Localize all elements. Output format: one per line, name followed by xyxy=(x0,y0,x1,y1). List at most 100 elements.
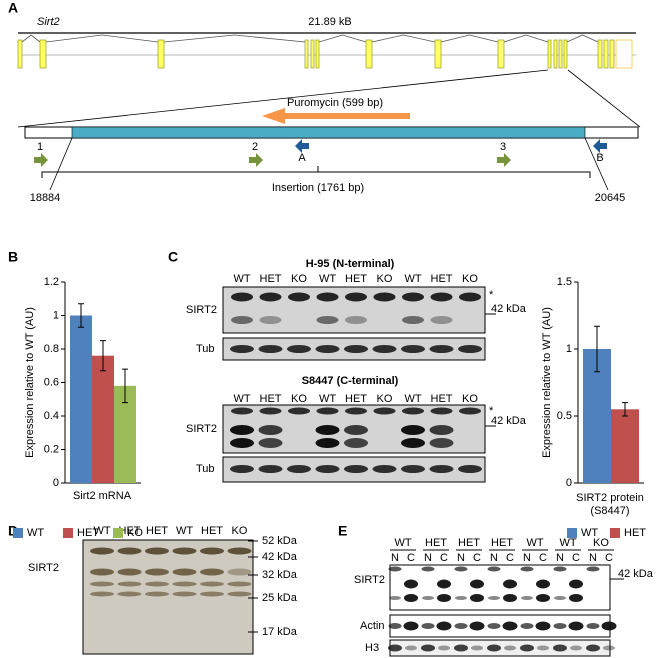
lane-label: WT xyxy=(233,273,250,285)
band xyxy=(429,465,454,473)
band xyxy=(430,407,453,415)
insertion-box xyxy=(71,126,586,139)
band xyxy=(388,623,402,629)
intron xyxy=(318,34,367,43)
band xyxy=(454,566,468,572)
band xyxy=(389,596,401,600)
x-tick-label: Sirt2 mRNA xyxy=(72,490,132,502)
lane-label: HET xyxy=(491,537,513,549)
band xyxy=(488,596,500,600)
panel-label: E xyxy=(338,523,347,539)
band xyxy=(388,566,402,572)
primer-label: 2 xyxy=(252,141,258,153)
band xyxy=(459,407,481,415)
bar xyxy=(114,385,136,483)
lane-label: KO xyxy=(593,537,609,549)
y-axis-label: Expression relative to WT (AU) xyxy=(541,307,553,458)
exon xyxy=(563,39,568,69)
band xyxy=(145,568,169,576)
band xyxy=(569,594,583,602)
legend-swatch xyxy=(113,528,123,538)
band xyxy=(586,644,600,652)
antibody-label: S8447 (C-terminal) xyxy=(302,375,399,387)
lane-label: KO xyxy=(462,273,478,285)
lane-label: WT xyxy=(319,393,336,405)
fraction-label: N xyxy=(457,552,465,564)
lane-label: KO xyxy=(291,273,307,285)
band xyxy=(421,623,435,629)
size-marker: 32 kDa xyxy=(262,569,298,581)
primer-label: 1 xyxy=(37,141,43,153)
band xyxy=(569,579,583,589)
band xyxy=(344,465,368,473)
band xyxy=(454,623,468,629)
band xyxy=(90,591,114,597)
band xyxy=(537,645,549,651)
fraction-label: N xyxy=(589,552,597,564)
band xyxy=(487,566,501,572)
band xyxy=(401,465,425,473)
band xyxy=(403,621,419,631)
error-bar xyxy=(622,402,628,417)
intron xyxy=(21,34,41,43)
antibody-label: H-95 (N-terminal) xyxy=(306,258,395,270)
band xyxy=(117,568,142,576)
band xyxy=(117,581,142,587)
band xyxy=(200,581,224,587)
band xyxy=(454,644,468,652)
band xyxy=(402,407,424,415)
fraction-label: N xyxy=(523,552,531,564)
lane-label: HET xyxy=(345,393,367,405)
intron xyxy=(440,34,499,43)
band xyxy=(553,623,567,629)
band xyxy=(458,465,482,473)
error-bar xyxy=(122,368,128,404)
band xyxy=(230,465,254,473)
size-marker: 42 kDa xyxy=(262,551,298,563)
legend-label: WT xyxy=(27,527,44,539)
primer-label: A xyxy=(298,152,306,164)
band xyxy=(401,345,425,353)
exon xyxy=(558,39,563,69)
band xyxy=(258,465,283,473)
primer-label: B xyxy=(596,152,603,164)
band xyxy=(603,645,615,651)
band xyxy=(553,566,567,572)
band xyxy=(586,566,600,572)
intron xyxy=(45,34,159,43)
fraction-label: C xyxy=(539,552,547,564)
band xyxy=(172,547,197,555)
y-tick-label: 0.4 xyxy=(44,410,59,422)
y-tick-label: 1.2 xyxy=(44,276,59,288)
size-marker: 42 kDa xyxy=(618,568,654,580)
band xyxy=(404,594,418,602)
y-tick-label: 0.8 xyxy=(44,343,59,355)
y-tick-label: 0 xyxy=(566,477,572,489)
exon xyxy=(603,39,609,69)
panel-label: B xyxy=(8,249,18,265)
fraction-label: C xyxy=(572,552,580,564)
fraction-label: N xyxy=(391,552,399,564)
lane-label: KO xyxy=(232,525,248,537)
band xyxy=(200,591,224,597)
fraction-label: N xyxy=(490,552,498,564)
band xyxy=(402,316,424,324)
band xyxy=(470,579,484,589)
band xyxy=(520,623,534,629)
intron xyxy=(371,34,436,43)
band xyxy=(503,594,517,602)
band xyxy=(401,425,425,435)
band xyxy=(344,425,368,435)
band xyxy=(227,581,252,587)
band xyxy=(259,316,282,324)
band xyxy=(345,407,367,415)
lane-label: HET xyxy=(146,525,168,537)
exon xyxy=(615,39,633,69)
lane-label: HET xyxy=(201,525,223,537)
band xyxy=(521,596,533,600)
band xyxy=(316,292,339,302)
band xyxy=(117,591,142,597)
gene-name: Sirt2 xyxy=(37,16,60,28)
band xyxy=(373,407,396,415)
band xyxy=(502,621,518,631)
